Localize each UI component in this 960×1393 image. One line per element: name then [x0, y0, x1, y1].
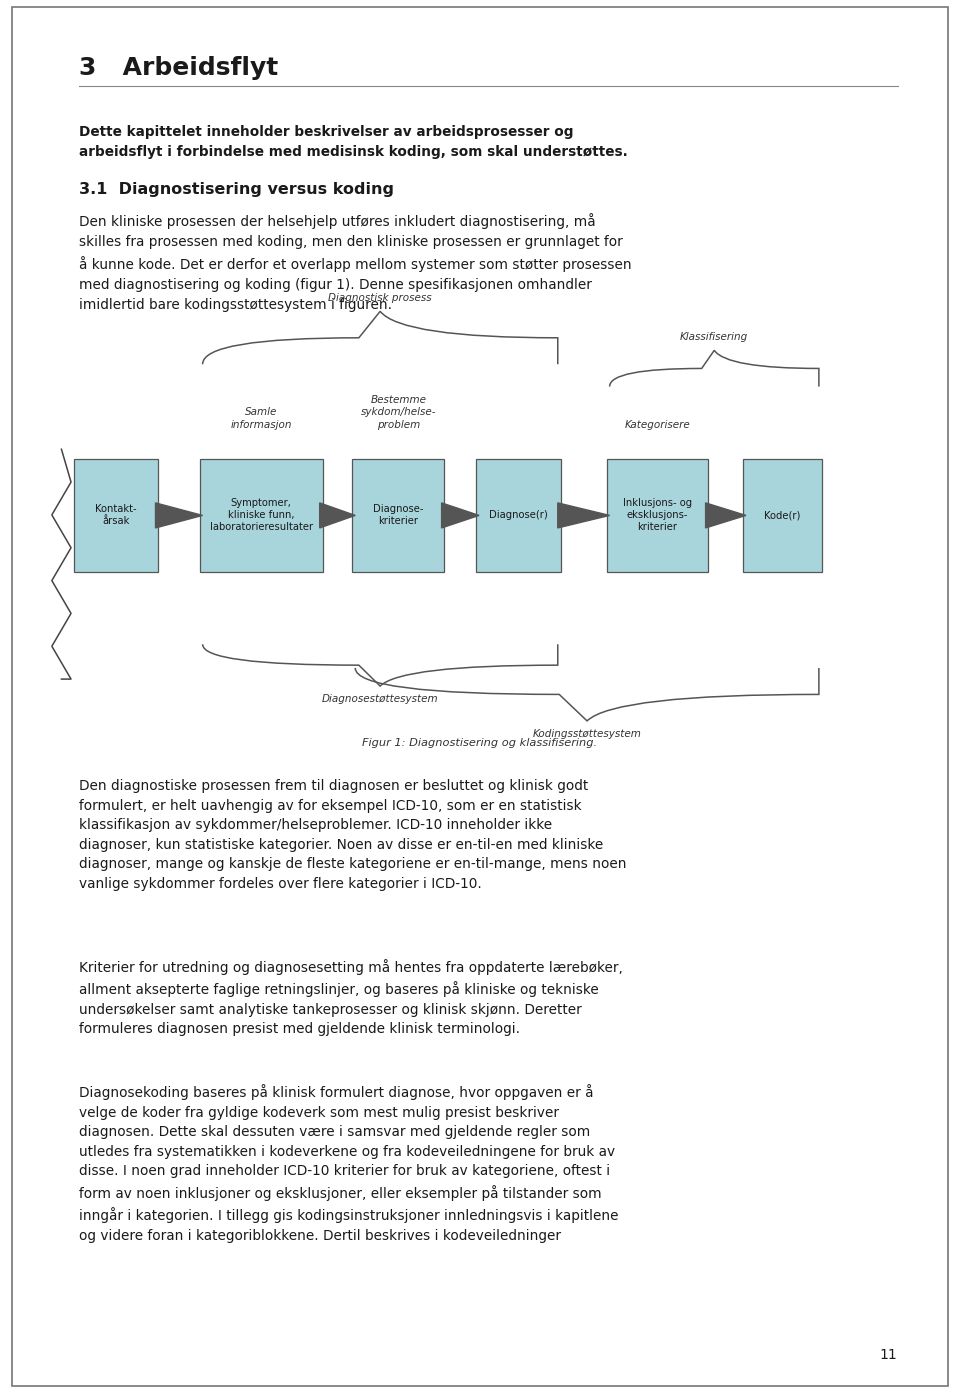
- Text: Inklusjons- og
eksklusjons-
kriterier: Inklusjons- og eksklusjons- kriterier: [623, 499, 692, 532]
- FancyBboxPatch shape: [476, 460, 561, 571]
- FancyBboxPatch shape: [607, 460, 708, 571]
- Text: Bestemme
sykdom/helse-
problem: Bestemme sykdom/helse- problem: [361, 396, 436, 429]
- Text: Diagnose(r): Diagnose(r): [489, 510, 548, 521]
- FancyBboxPatch shape: [74, 460, 158, 571]
- Text: Kriterier for utredning og diagnosesetting må hentes fra oppdaterte lærebøker,
a: Kriterier for utredning og diagnosesetti…: [79, 958, 623, 1036]
- Text: 3   Arbeidsflyt: 3 Arbeidsflyt: [79, 56, 278, 79]
- Text: Figur 1: Diagnostisering og klassifisering.: Figur 1: Diagnostisering og klassifiseri…: [363, 737, 597, 748]
- Polygon shape: [320, 503, 355, 528]
- Text: Diagnose-
kriterier: Diagnose- kriterier: [373, 504, 423, 527]
- Text: Diagnostisk prosess: Diagnostisk prosess: [328, 293, 432, 302]
- Text: Diagnosestøttesystem: Diagnosestøttesystem: [322, 695, 439, 705]
- FancyBboxPatch shape: [12, 7, 948, 1386]
- Polygon shape: [442, 503, 479, 528]
- Polygon shape: [558, 503, 610, 528]
- Text: Kontakt-
årsak: Kontakt- årsak: [95, 504, 137, 527]
- Text: Diagnosekoding baseres på klinisk formulert diagnose, hvor oppgaven er å
velge d: Diagnosekoding baseres på klinisk formul…: [79, 1084, 618, 1243]
- Polygon shape: [706, 503, 746, 528]
- FancyBboxPatch shape: [200, 460, 323, 571]
- Polygon shape: [156, 503, 203, 528]
- FancyBboxPatch shape: [352, 460, 444, 571]
- Text: Samle
informasjon: Samle informasjon: [230, 407, 292, 429]
- Text: Den kliniske prosessen der helsehjelp utføres inkludert diagnostisering, må
skil: Den kliniske prosessen der helsehjelp ut…: [79, 213, 632, 312]
- Text: Kode(r): Kode(r): [764, 510, 801, 521]
- Text: Den diagnostiske prosessen frem til diagnosen er besluttet og klinisk godt
formu: Den diagnostiske prosessen frem til diag…: [79, 779, 626, 892]
- Text: Symptomer,
kliniske funn,
laboratorieresultater: Symptomer, kliniske funn, laboratorieres…: [209, 499, 313, 532]
- Text: 3.1  Diagnostisering versus koding: 3.1 Diagnostisering versus koding: [79, 182, 394, 198]
- Text: Dette kapittelet inneholder beskrivelser av arbeidsprosesser og
arbeidsflyt i fo: Dette kapittelet inneholder beskrivelser…: [79, 125, 628, 159]
- Text: Kodingsstøttesystem: Kodingsstøttesystem: [533, 729, 641, 740]
- Text: Klassifisering: Klassifisering: [680, 332, 749, 341]
- Text: Kategorisere: Kategorisere: [625, 419, 690, 429]
- FancyBboxPatch shape: [743, 460, 822, 571]
- Text: 11: 11: [880, 1348, 898, 1362]
